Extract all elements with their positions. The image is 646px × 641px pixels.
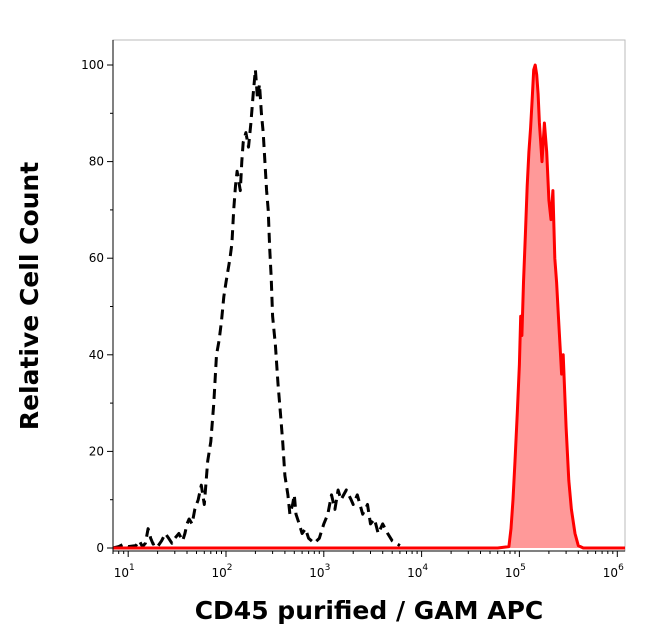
x-tick-label: 103 [309,563,330,580]
y-tick-label: 100 [81,58,104,72]
x-tick-label: 101 [114,563,135,580]
x-tick-label: 104 [407,563,428,580]
y-tick-label: 80 [89,155,104,169]
axis-layer: 101 102 103 104 105 106 0 20 40 60 80 100 [81,40,625,580]
series-layer [112,63,625,550]
x-tick-label: 102 [211,563,232,580]
series-0-line [112,68,401,550]
y-tick-label: 60 [89,251,104,265]
y-axis-title: Relative Cell Count [15,162,44,430]
y-tick-label: 0 [96,541,104,555]
x-tick-label: 106 [603,563,624,580]
x-axis-title: CD45 purified / GAM APC [195,596,544,625]
y-tick-label: 20 [89,444,104,458]
y-tick-label: 40 [89,348,104,362]
x-tick-label: 105 [505,563,526,580]
series-1-line [113,63,625,550]
